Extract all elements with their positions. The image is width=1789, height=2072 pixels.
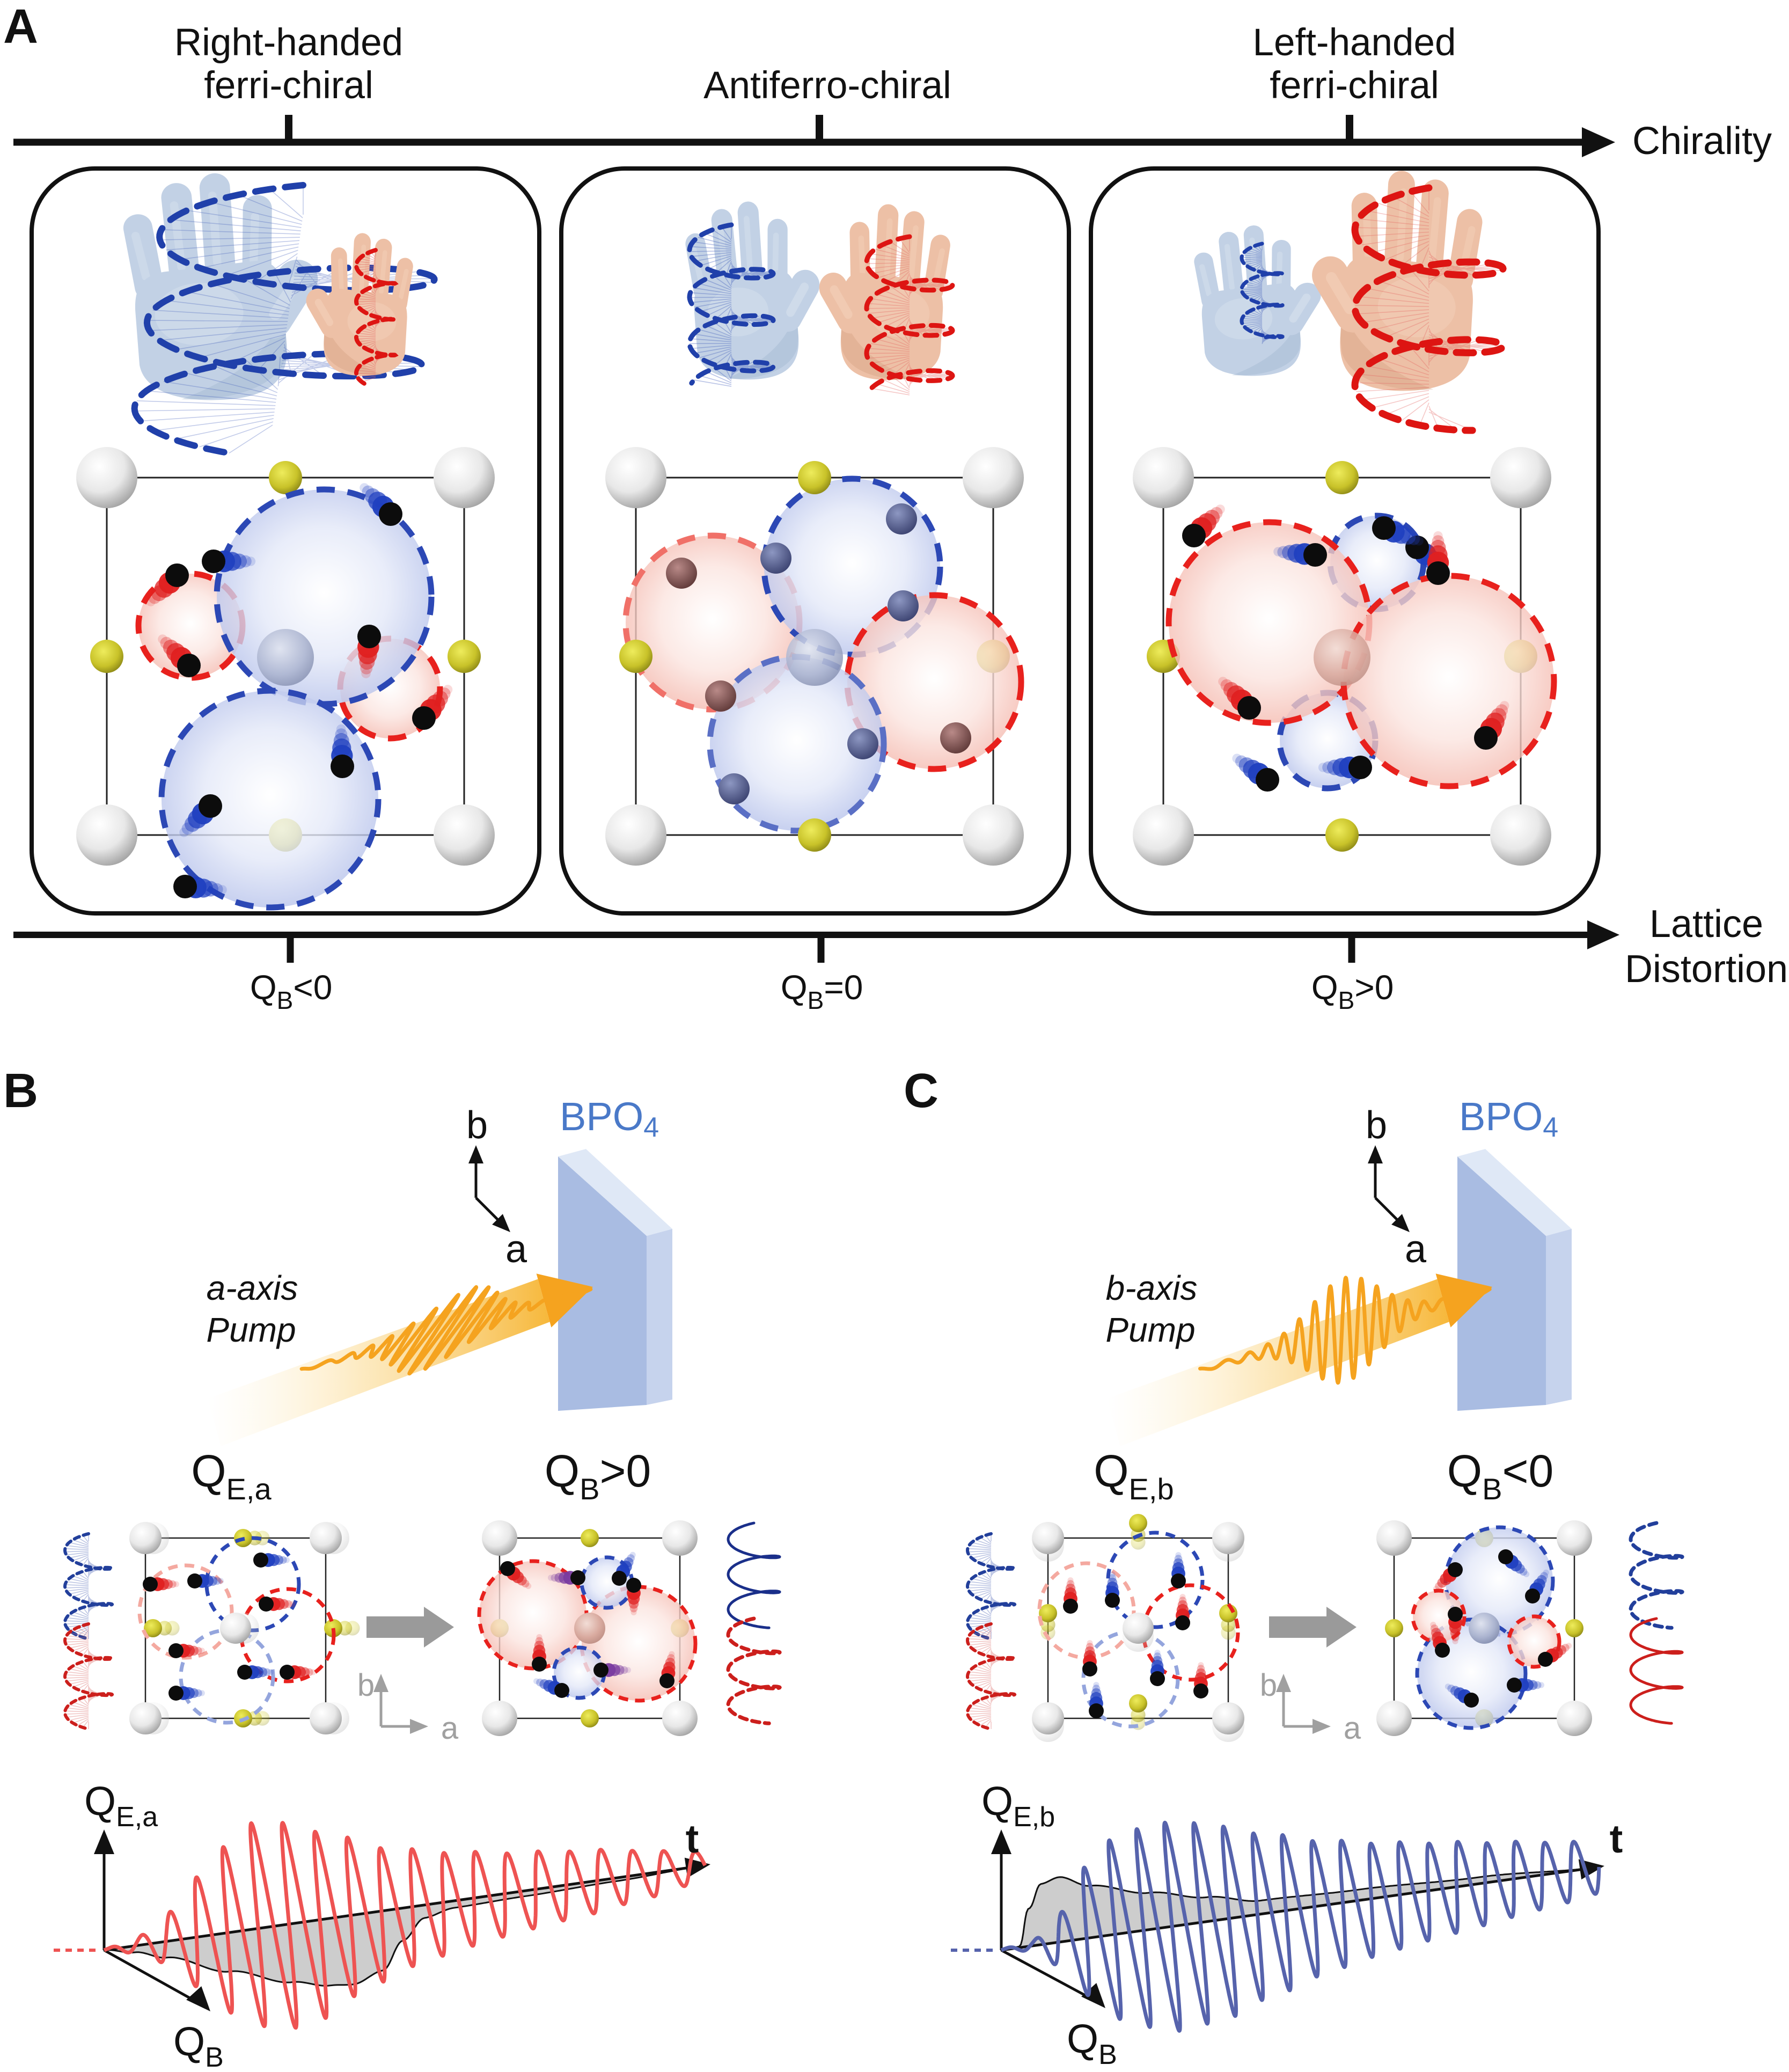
svg-text:Pump: Pump <box>206 1310 296 1349</box>
svg-text:A: A <box>3 0 38 54</box>
svg-text:b: b <box>1260 1668 1277 1703</box>
svg-text:a: a <box>1344 1711 1361 1746</box>
svg-text:a: a <box>1405 1228 1427 1271</box>
svg-text:a: a <box>441 1711 459 1746</box>
svg-text:Antiferro-chiral: Antiferro-chiral <box>703 64 951 107</box>
svg-text:Lattice: Lattice <box>1649 903 1763 946</box>
svg-text:b: b <box>466 1104 488 1147</box>
svg-text:a-axis: a-axis <box>207 1269 298 1307</box>
svg-text:Right-handed: Right-handed <box>174 21 403 64</box>
svg-text:a: a <box>505 1228 527 1271</box>
svg-text:B: B <box>3 1064 38 1118</box>
svg-text:Pump: Pump <box>1105 1310 1195 1349</box>
svg-text:b: b <box>357 1668 375 1703</box>
svg-text:C: C <box>904 1064 939 1118</box>
svg-text:b-axis: b-axis <box>1106 1269 1198 1307</box>
svg-text:Chirality: Chirality <box>1632 120 1772 163</box>
svg-text:Left-handed: Left-handed <box>1253 21 1456 64</box>
svg-text:t: t <box>686 1817 699 1861</box>
svg-text:b: b <box>1366 1104 1387 1147</box>
svg-text:Distortion: Distortion <box>1625 948 1788 991</box>
svg-text:ferri-chiral: ferri-chiral <box>204 64 373 107</box>
svg-text:t: t <box>1610 1817 1623 1861</box>
svg-text:ferri-chiral: ferri-chiral <box>1270 64 1439 107</box>
